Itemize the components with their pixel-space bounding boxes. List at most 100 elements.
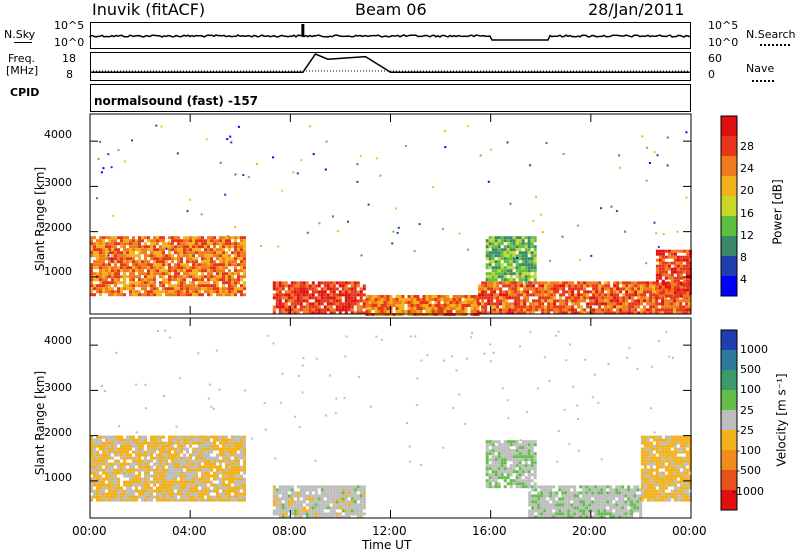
- heat-cell: [111, 236, 114, 240]
- heat-cell: [204, 486, 207, 490]
- heat-cell: [592, 290, 596, 294]
- heat-cell: [168, 444, 171, 448]
- heat-cell: [225, 492, 228, 496]
- heat-cell: [688, 288, 692, 292]
- heat-cell: [222, 278, 225, 282]
- heat-cell: [673, 299, 677, 303]
- heat-cell: [198, 468, 201, 472]
- heat-cell: [120, 260, 123, 264]
- heat-cell: [204, 257, 207, 261]
- heat-cell: [231, 281, 234, 285]
- heat-cell: [550, 302, 554, 306]
- heat-speck: [205, 138, 208, 141]
- heat-speck: [395, 207, 397, 210]
- heat-cell: [287, 485, 291, 489]
- heat-cell: [583, 287, 587, 291]
- heat-cell: [129, 453, 132, 457]
- heat-cell: [503, 446, 507, 450]
- heat-cell: [287, 503, 291, 507]
- heat-cell: [359, 500, 363, 504]
- heat-cell: [171, 453, 174, 457]
- heat-cell: [509, 455, 513, 459]
- heat-cell: [219, 486, 222, 490]
- heat-cell: [293, 287, 297, 291]
- heat-cell: [278, 512, 282, 516]
- heat-cell: [99, 486, 102, 490]
- heat-cell: [353, 287, 357, 291]
- heat-cell: [568, 296, 572, 300]
- heat-cell: [329, 296, 333, 300]
- heat-cell: [676, 498, 680, 502]
- heat-cell: [437, 301, 441, 304]
- heat-cell: [120, 254, 123, 258]
- heat-cell: [320, 491, 324, 495]
- heat-cell: [168, 453, 171, 457]
- heat-cell: [153, 456, 156, 460]
- heat-speck: [479, 154, 482, 157]
- heat-cell: [126, 474, 129, 478]
- heat-cell: [582, 488, 586, 492]
- heat-cell: [353, 311, 357, 315]
- heat-cell: [222, 263, 225, 267]
- heat-cell: [562, 290, 566, 294]
- heat-cell: [521, 464, 525, 468]
- heat-cell: [290, 512, 294, 516]
- heat-cell: [189, 489, 192, 493]
- heat-cell: [129, 260, 132, 264]
- heat-cell: [153, 281, 156, 285]
- heat-cell: [189, 465, 192, 469]
- heat-cell: [530, 260, 534, 264]
- heat-cell: [503, 257, 507, 261]
- heat-cell: [493, 302, 497, 306]
- heat-cell: [535, 281, 539, 285]
- heat-cell: [506, 278, 510, 282]
- heat-cell: [183, 456, 186, 460]
- heat-cell: [275, 497, 279, 501]
- heat-cell: [138, 245, 141, 249]
- heat-cell: [524, 455, 528, 459]
- heat-cell: [123, 456, 126, 460]
- heat-cell: [676, 279, 680, 283]
- heat-cell: [628, 293, 632, 297]
- heat-cell: [619, 305, 623, 309]
- heat-cell: [213, 483, 216, 487]
- heat-cell: [99, 489, 102, 493]
- heat-cell: [105, 278, 108, 282]
- heat-cell: [153, 441, 156, 445]
- heat-cell: [518, 464, 522, 468]
- heat-cell: [240, 269, 243, 273]
- heat-cell: [99, 260, 102, 264]
- heat-cell: [168, 462, 171, 466]
- heat-cell: [688, 450, 692, 454]
- heat-cell: [562, 281, 566, 285]
- heat-cell: [670, 296, 674, 300]
- heat-cell: [99, 465, 102, 469]
- heat-cell: [621, 512, 625, 516]
- heat-cell: [392, 298, 396, 301]
- heat-cell: [150, 474, 153, 478]
- heat-cell: [368, 304, 372, 307]
- heat-cell: [90, 441, 93, 445]
- heat-cell: [500, 473, 504, 477]
- heat-cell: [93, 260, 96, 264]
- heat-cell: [667, 462, 671, 466]
- heat-cell: [114, 284, 117, 288]
- heat-cell: [186, 266, 189, 270]
- heat-cell: [374, 298, 378, 301]
- heat-cell: [607, 296, 611, 300]
- heat-cell: [210, 251, 213, 255]
- heat-cell: [356, 485, 360, 489]
- heat-cell: [679, 261, 683, 265]
- heat-cell: [609, 497, 613, 501]
- heat-cell: [183, 245, 186, 249]
- heat-cell: [183, 293, 186, 297]
- heat-cell: [120, 495, 123, 499]
- heat-cell: [201, 450, 204, 454]
- heat-cell: [177, 239, 180, 243]
- heat-cell: [631, 305, 635, 309]
- heat-cell: [99, 254, 102, 258]
- heat-cell: [234, 474, 237, 478]
- heat-cell: [526, 311, 530, 315]
- heat-cell: [524, 476, 528, 480]
- heat-cell: [284, 509, 288, 513]
